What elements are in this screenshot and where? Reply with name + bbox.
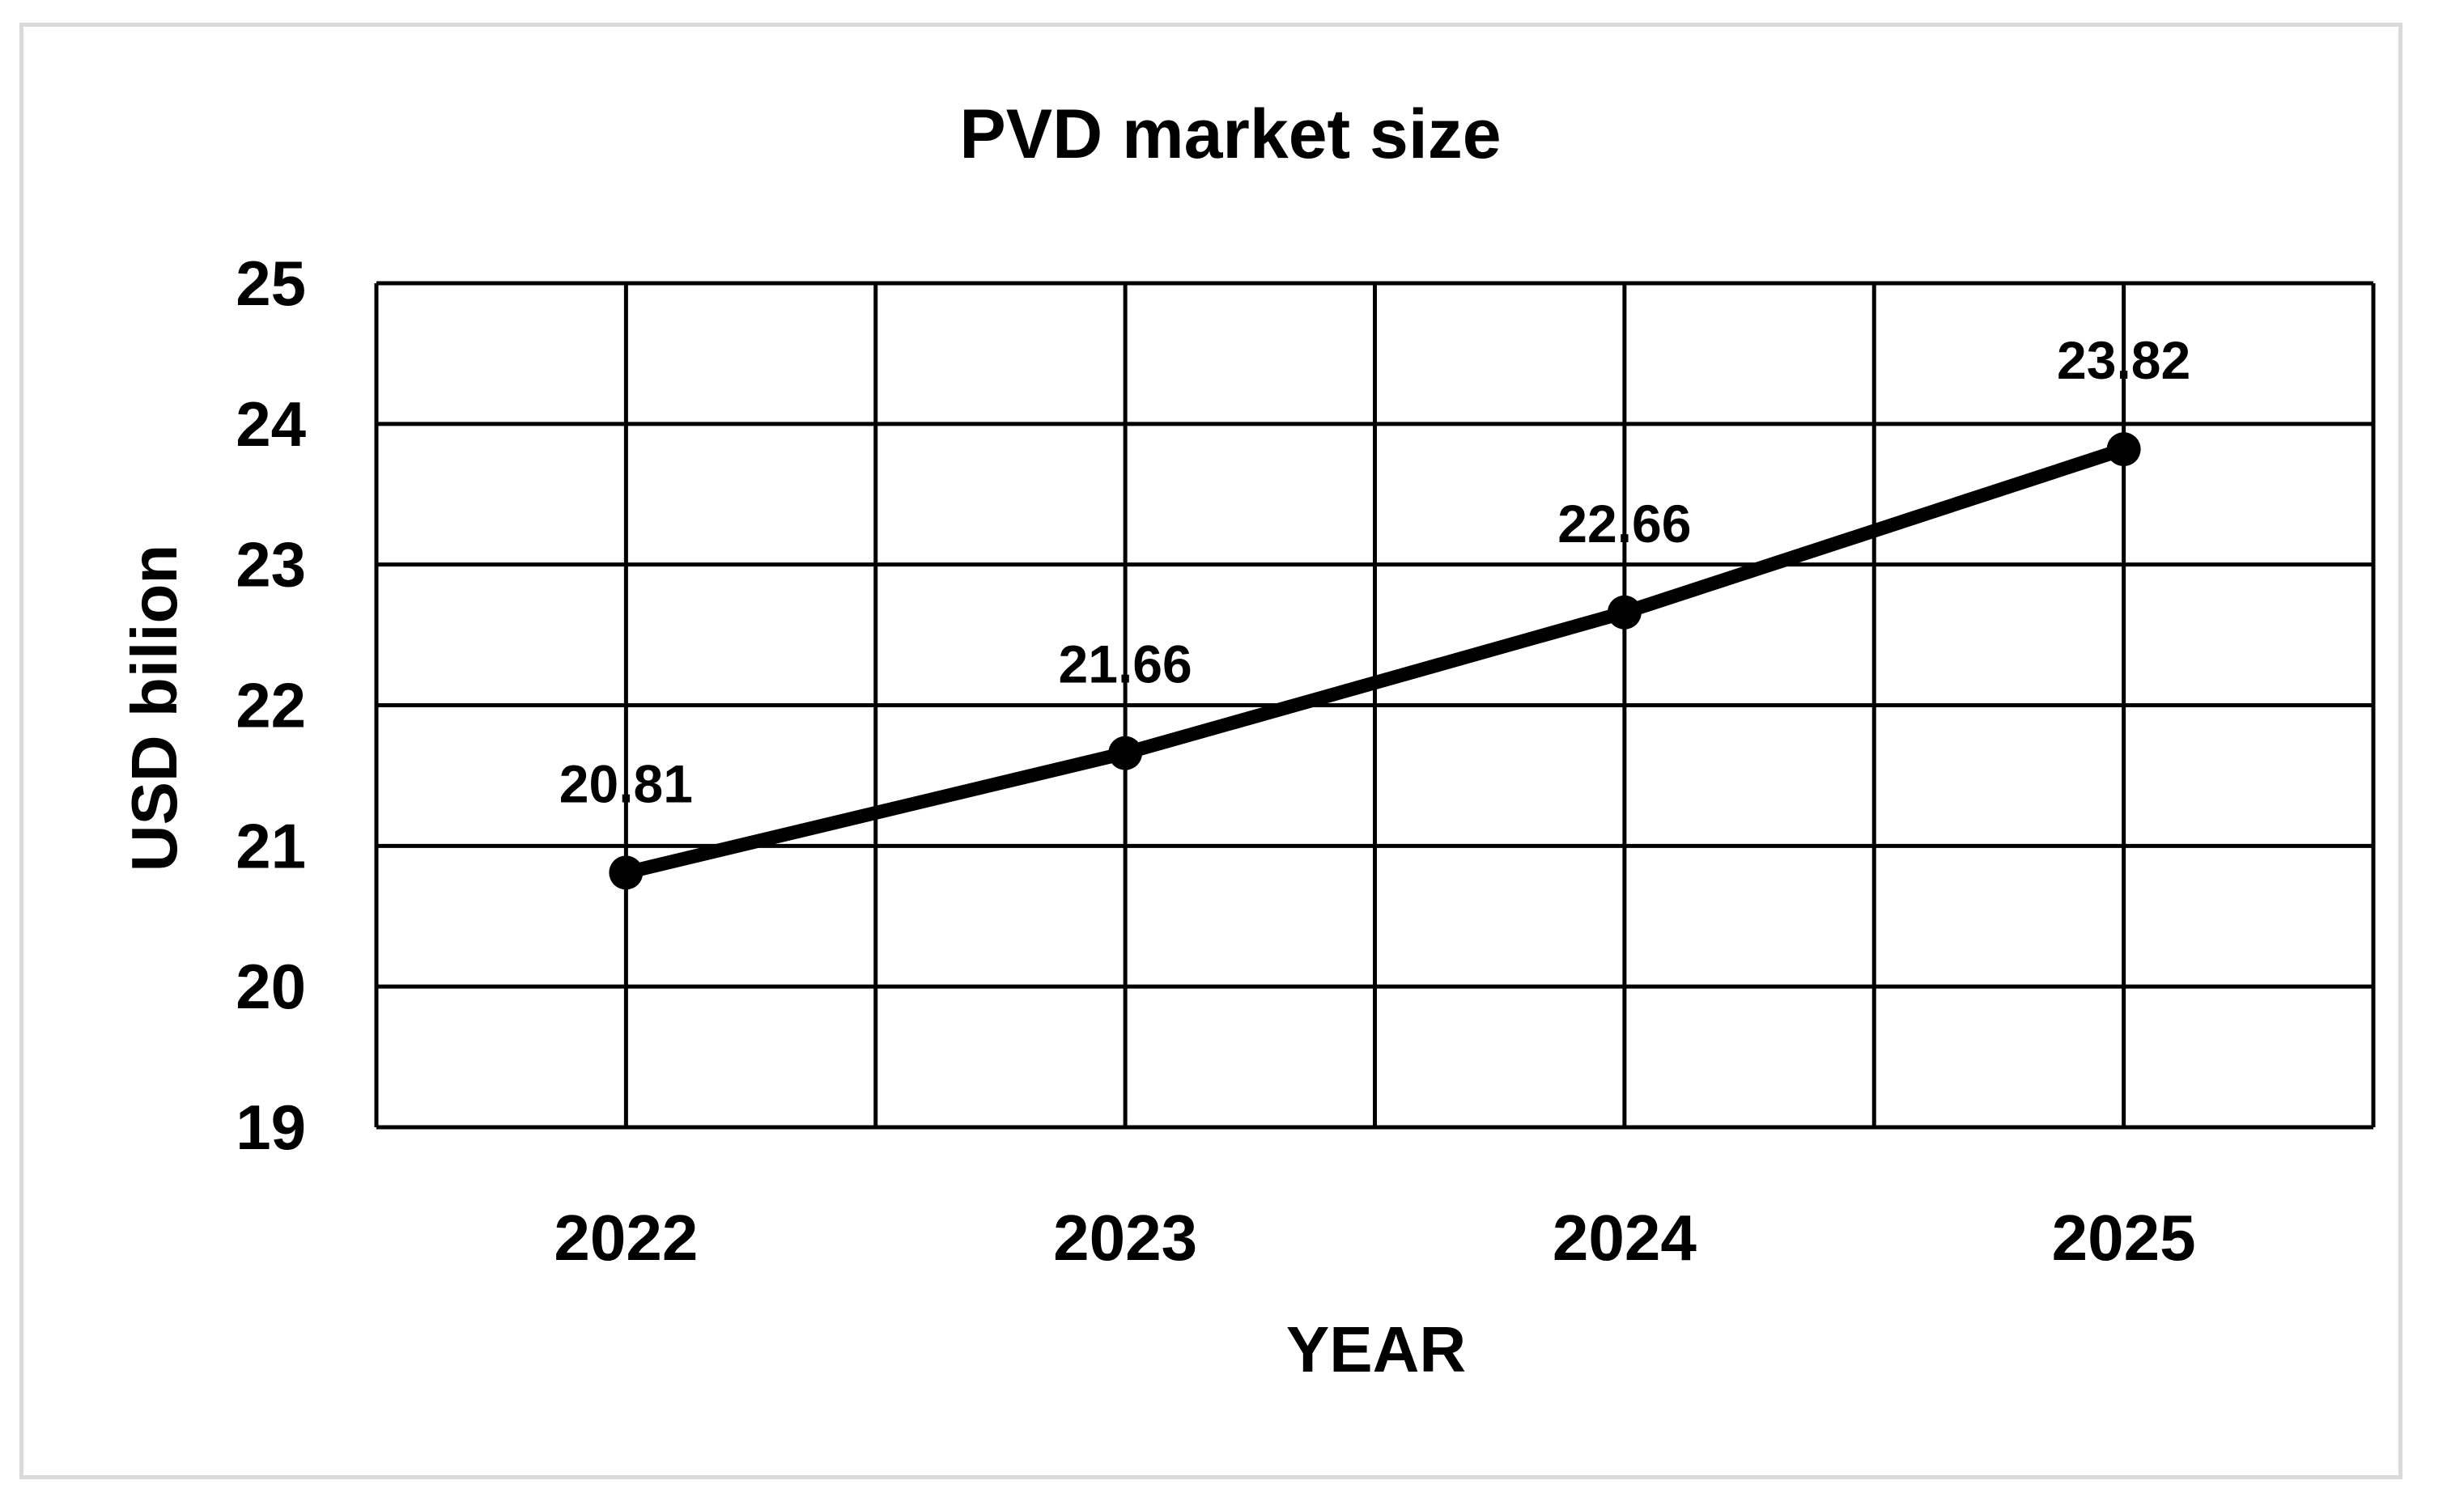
grid-lines [374, 281, 2376, 1130]
data-point [1607, 595, 1642, 630]
series-line-path [618, 442, 2131, 880]
x-axis-title: YEAR [1286, 1313, 1466, 1385]
chart-title: PVD market size [959, 95, 1501, 173]
data-label: 21.66 [1059, 634, 1192, 694]
data-point [2106, 432, 2141, 467]
y-axis-title: USD bilion [118, 545, 190, 872]
y-tick-label: 21 [236, 810, 306, 881]
data-label: 20.81 [559, 753, 693, 813]
chart-frame [19, 23, 2402, 1479]
y-tick-label: 23 [236, 529, 306, 600]
x-tick-label: 2025 [2052, 1202, 2196, 1274]
data-point [1108, 736, 1143, 770]
x-tick-label: 2022 [554, 1202, 698, 1274]
x-tick-label: 2023 [1053, 1202, 1197, 1274]
y-tick-label: 19 [236, 1092, 306, 1163]
data-label: 22.66 [1557, 494, 1691, 554]
series-line: 20.81 21.66 22.66 23.82 [559, 330, 2190, 890]
axis-labels: 19 20 21 22 23 24 25 2022 2023 2024 2025 [236, 248, 2195, 1274]
data-point [609, 855, 644, 890]
y-tick-label: 24 [236, 388, 306, 460]
y-tick-label: 22 [236, 670, 306, 741]
data-label: 23.82 [2057, 330, 2190, 390]
y-tick-label: 25 [236, 248, 306, 319]
x-tick-label: 2024 [1553, 1202, 1697, 1274]
y-tick-label: 20 [236, 951, 306, 1022]
